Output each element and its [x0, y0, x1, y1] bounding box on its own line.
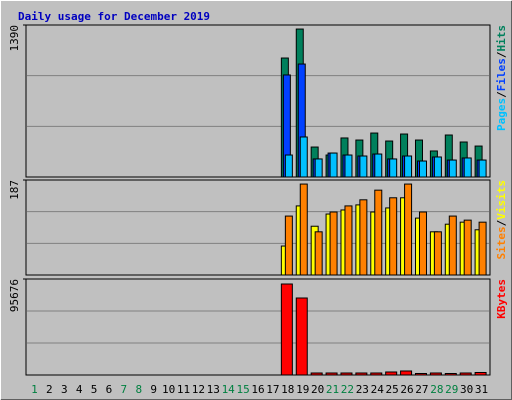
bar	[310, 372, 323, 376]
bar	[389, 197, 398, 276]
x-tick-label: 18	[281, 383, 294, 396]
x-tick-label: 7	[121, 383, 128, 396]
y-tick-label: 95676	[8, 279, 21, 312]
bar	[478, 159, 487, 178]
bar	[374, 189, 383, 276]
bar	[280, 283, 293, 376]
legend-entry: Sites	[495, 226, 508, 259]
bar	[299, 183, 308, 276]
bar	[404, 183, 413, 276]
x-tick-label: 1	[31, 383, 38, 396]
x-tick-label: 20	[311, 383, 324, 396]
bar	[344, 205, 353, 276]
bar	[389, 158, 398, 178]
bar	[463, 219, 472, 276]
bar	[340, 372, 353, 376]
bar	[329, 211, 338, 276]
bar	[295, 297, 308, 376]
x-tick-label: 24	[371, 383, 385, 396]
x-tick-label: 12	[192, 383, 205, 396]
plot: 1390Pages/Files/Hits187Sites/Visits95676…	[8, 24, 508, 396]
y-tick-label: 1390	[8, 25, 21, 52]
x-tick-label: 28	[430, 383, 443, 396]
x-tick-label: 29	[445, 383, 458, 396]
bar	[418, 160, 427, 178]
legend: KBytes	[495, 279, 508, 319]
bar	[478, 221, 487, 276]
bar	[433, 231, 442, 276]
bar	[355, 372, 368, 376]
x-tick-label: 22	[341, 383, 354, 396]
bar	[329, 152, 338, 178]
x-tick-label: 11	[177, 383, 190, 396]
legend-entry: Hits	[495, 25, 508, 52]
bar	[325, 372, 338, 376]
x-tick-label: 3	[61, 383, 68, 396]
bar	[374, 153, 383, 178]
legend: Sites/Visits	[495, 180, 508, 260]
x-tick-label: 13	[207, 383, 220, 396]
bar	[344, 154, 353, 178]
x-tick-label: 6	[106, 383, 113, 396]
legend-entry: KBytes	[495, 279, 508, 319]
bar	[400, 370, 413, 376]
x-tick-label: 15	[236, 383, 249, 396]
x-tick-label: 27	[415, 383, 428, 396]
x-tick-label: 5	[91, 383, 98, 396]
x-tick-label: 9	[150, 383, 157, 396]
x-tick-label: 10	[162, 383, 175, 396]
legend-entry: Files	[495, 58, 508, 91]
y-tick-label: 187	[8, 180, 21, 200]
panel	[25, 179, 491, 276]
bar	[404, 155, 413, 178]
x-tick-label: 14	[222, 383, 236, 396]
x-tick-label: 17	[266, 383, 279, 396]
bar	[463, 157, 472, 178]
x-tick-label: 4	[76, 383, 83, 396]
bar	[299, 136, 308, 178]
bar	[370, 372, 383, 376]
panel	[25, 24, 491, 178]
legend-entry: Visits	[495, 180, 508, 220]
bar	[429, 372, 442, 376]
x-tick-label: 23	[356, 383, 369, 396]
panel	[25, 278, 491, 376]
x-tick-label: 8	[135, 383, 142, 396]
chart-title: Daily usage for December 2019	[18, 10, 210, 23]
x-tick-label: 16	[251, 383, 264, 396]
bar	[448, 159, 457, 178]
bar	[284, 154, 293, 178]
bar	[314, 158, 323, 178]
bar	[359, 155, 368, 178]
legend-separator: /	[495, 219, 508, 226]
legend-separator: /	[495, 51, 508, 58]
x-tick-label: 25	[386, 383, 399, 396]
bar	[284, 215, 293, 276]
bar	[414, 372, 427, 376]
bar	[459, 372, 472, 376]
bar	[448, 215, 457, 276]
legend-separator: /	[495, 91, 508, 98]
bar	[359, 199, 368, 276]
x-tick-label: 2	[46, 383, 53, 396]
x-tick-label: 26	[400, 383, 413, 396]
bar	[418, 211, 427, 276]
x-tick-label: 30	[460, 383, 473, 396]
bar	[314, 231, 323, 276]
x-tick-label: 31	[475, 383, 488, 396]
x-tick-label: 21	[326, 383, 339, 396]
bar	[433, 156, 442, 178]
legend: Pages/Files/Hits	[495, 25, 508, 131]
bar	[444, 372, 457, 376]
bar	[474, 371, 487, 376]
x-tick-label: 19	[296, 383, 309, 396]
legend-entry: Pages	[495, 98, 508, 131]
bar	[385, 371, 398, 376]
